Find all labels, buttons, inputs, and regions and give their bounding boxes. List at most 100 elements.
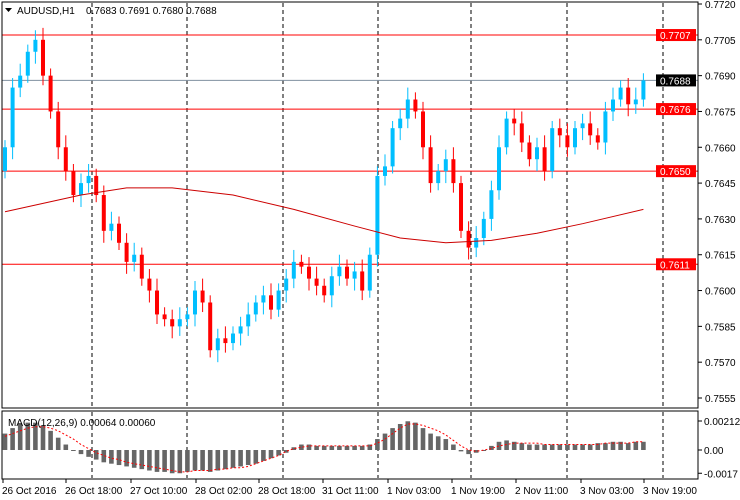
time-tick-label: 1 Nov 03:00 — [387, 486, 441, 497]
bull-candle — [497, 147, 501, 191]
macd-label: MACD(12,26,9) 0.00064 0.00060 — [8, 418, 156, 429]
macd-bar — [527, 444, 532, 450]
price-tick-label: 0.7630 — [705, 215, 736, 226]
macd-bar — [375, 439, 380, 450]
macd-bar — [207, 450, 213, 472]
time-tick-label: 3 Nov 03:00 — [580, 486, 634, 497]
price-level-badge — [656, 258, 696, 271]
bull-candle — [238, 326, 243, 334]
macd-bar — [86, 450, 91, 457]
bull-candle — [603, 111, 608, 143]
macd-bar — [443, 439, 449, 450]
bull-candle — [33, 39, 38, 52]
macd-bar — [230, 450, 236, 468]
bear-candle — [565, 135, 570, 148]
macd-bar — [245, 450, 251, 466]
moving-average-line — [4, 187, 644, 244]
bear-candle — [519, 123, 524, 143]
bull-candle — [641, 80, 646, 100]
bear-candle — [223, 338, 228, 344]
macd-bar — [139, 450, 145, 470]
macd-bar — [557, 444, 563, 450]
macd-bar — [276, 450, 281, 456]
macd-bar — [116, 450, 122, 466]
macd-bar — [25, 422, 31, 450]
macd-bar — [10, 428, 15, 450]
bull-candle — [443, 159, 448, 172]
symbol-label: AUDUSD,H1 — [17, 6, 75, 17]
macd-bar — [200, 450, 205, 471]
time-tick-label: 28 Oct 02:00 — [195, 486, 253, 497]
triangle-down-icon[interactable] — [5, 8, 12, 12]
macd-pane-border — [1, 410, 699, 480]
bear-candle — [360, 271, 365, 291]
bull-candle — [193, 290, 197, 315]
macd-bar — [344, 445, 350, 450]
macd-bar — [420, 428, 426, 450]
bull-candle — [580, 123, 585, 129]
price-levels — [2, 34, 698, 265]
bull-candle — [185, 314, 190, 320]
bear-candle — [200, 290, 205, 303]
bear-candle — [124, 242, 129, 262]
candles — [3, 27, 646, 363]
macd-bar — [565, 444, 570, 450]
bear-candle — [147, 278, 152, 291]
macd-bar — [306, 444, 312, 450]
macd-bar — [314, 445, 319, 450]
price-level-badge — [656, 74, 696, 87]
price-level-label: 0.7650 — [660, 167, 691, 178]
price-level-badge — [656, 29, 696, 42]
bear-candle — [299, 261, 304, 267]
bull-candle — [177, 319, 182, 327]
macd-bar — [321, 445, 327, 450]
macd-bar — [481, 450, 487, 451]
bull-candle — [132, 254, 137, 262]
bull-candle — [375, 175, 380, 255]
macd-bar — [413, 422, 418, 450]
bull-candle — [405, 99, 410, 119]
price-tick-label: 0.7645 — [705, 179, 736, 190]
macd-bar — [71, 450, 76, 451]
bull-candle — [215, 338, 220, 351]
macd-bar — [595, 443, 601, 450]
price-level-label: 0.7611 — [660, 260, 690, 271]
bear-candle — [117, 223, 121, 243]
macd-bar — [55, 437, 61, 450]
bull-candle — [109, 223, 114, 231]
macd-bar — [93, 450, 99, 460]
macd-bar — [101, 450, 107, 463]
bull-candle — [291, 261, 296, 279]
macd-bar — [405, 421, 411, 450]
bull-candle — [10, 87, 15, 148]
macd-bar — [124, 450, 129, 467]
bull-candle — [276, 290, 281, 310]
bear-candle — [314, 278, 319, 286]
macd-bar — [268, 450, 274, 459]
macd-bar — [359, 445, 365, 450]
macd-tick-label: 0.00212 — [704, 417, 740, 428]
price-tick-label: 0.7660 — [705, 143, 736, 154]
macd-bar — [473, 450, 479, 453]
grid — [91, 3, 664, 478]
bear-candle — [41, 39, 45, 76]
bear-candle — [307, 266, 311, 279]
bull-candle — [383, 166, 387, 176]
macd-bar — [633, 441, 639, 450]
bear-candle — [588, 123, 593, 136]
macd-bar — [33, 422, 38, 450]
macd-bar — [78, 450, 84, 455]
bear-candle — [428, 147, 433, 184]
bull-candle — [535, 147, 539, 160]
macd-bar — [489, 445, 494, 450]
macd-bar — [162, 450, 167, 472]
bull-candle — [436, 171, 441, 184]
bull-candle — [633, 99, 638, 105]
macd-bar — [352, 445, 357, 450]
bull-candle — [573, 128, 577, 148]
bear-candle — [557, 128, 562, 136]
macd-bar — [337, 445, 342, 450]
macd-bar — [185, 450, 190, 472]
macd-bar — [154, 450, 160, 472]
